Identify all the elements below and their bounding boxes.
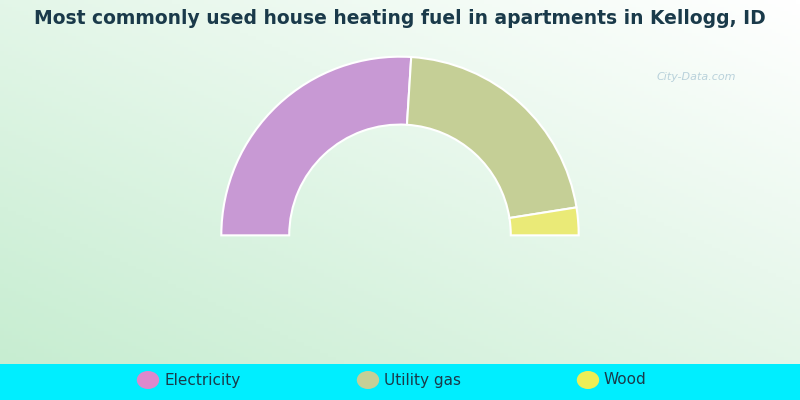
Wedge shape xyxy=(222,57,411,235)
Wedge shape xyxy=(407,57,577,218)
Ellipse shape xyxy=(137,371,159,389)
Ellipse shape xyxy=(357,371,379,389)
Ellipse shape xyxy=(577,371,599,389)
Text: Utility gas: Utility gas xyxy=(384,372,461,388)
Wedge shape xyxy=(510,207,578,235)
Text: Electricity: Electricity xyxy=(164,372,240,388)
Text: City-Data.com: City-Data.com xyxy=(657,72,736,82)
Text: Wood: Wood xyxy=(604,372,646,388)
Text: Most commonly used house heating fuel in apartments in Kellogg, ID: Most commonly used house heating fuel in… xyxy=(34,8,766,28)
